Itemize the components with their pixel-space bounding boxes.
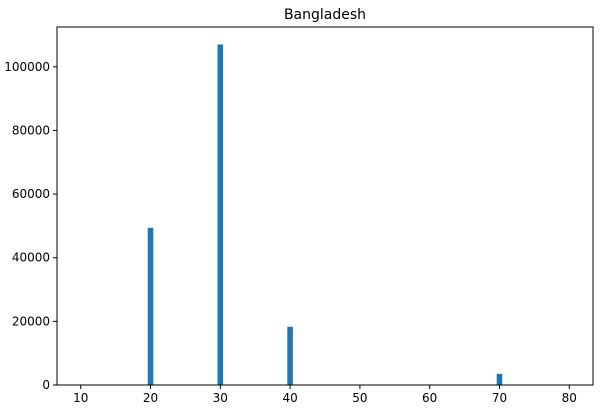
x-tick-label-30: 30	[213, 391, 228, 405]
x-tick-label-10: 10	[73, 391, 88, 405]
plot-frame	[56, 26, 594, 386]
x-tick-label-60: 60	[422, 391, 437, 405]
x-tick-label-40: 40	[282, 391, 297, 405]
x-tick-label-50: 50	[352, 391, 367, 405]
y-tick-label-20000: 20000	[12, 314, 50, 328]
bar-30	[217, 44, 224, 385]
bar-40	[287, 326, 293, 385]
y-axis: 0 20000 40000 60000 80000 100000	[4, 60, 57, 392]
x-tick-label-70: 70	[492, 391, 507, 405]
x-tick-label-80: 80	[562, 391, 577, 405]
x-tick-label-20: 20	[143, 391, 158, 405]
chart-title: Bangladesh	[284, 7, 366, 23]
bars-group	[147, 44, 503, 385]
y-tick-label-60000: 60000	[12, 187, 50, 201]
x-axis: 10 20 30 40 50 60 70 80	[73, 385, 577, 405]
y-tick-label-100000: 100000	[4, 60, 50, 74]
bar-20	[147, 227, 154, 385]
y-tick-label-40000: 40000	[12, 251, 50, 265]
y-tick-label-0: 0	[42, 378, 50, 392]
y-tick-label-80000: 80000	[12, 123, 50, 137]
bar-70	[496, 373, 503, 385]
